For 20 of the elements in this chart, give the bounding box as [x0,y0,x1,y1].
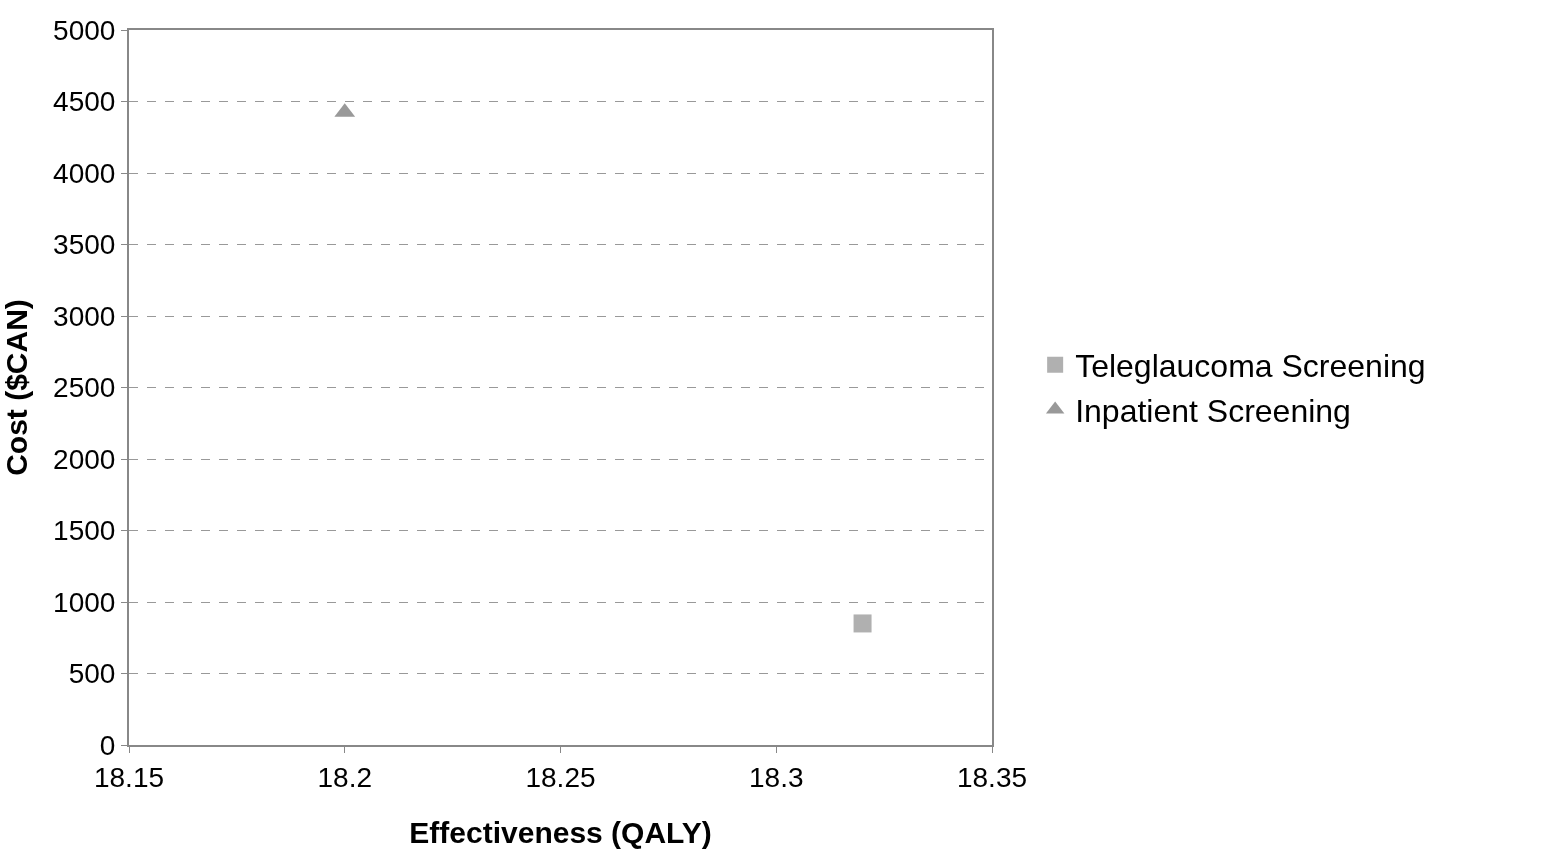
y-tick-label: 4000 [53,157,116,189]
y-tick-label: 3500 [53,229,116,261]
y-tick-label: 5000 [53,14,116,46]
x-axis-title: Effectiveness (QALY) [409,815,712,849]
y-tick-label: 0 [99,729,116,761]
y-tick-label: 3000 [53,300,116,332]
y-tick-label: 2000 [53,443,116,475]
y-tick-label: 2500 [53,372,116,404]
legend-label: Inpatient Screening [1075,392,1351,429]
x-tick-label: 18.35 [956,761,1028,793]
y-tick-label: 1000 [53,586,116,618]
x-tick-label: 18.3 [749,761,804,793]
x-tick-label: 18.15 [93,761,165,793]
y-tick-label: 1500 [53,515,116,547]
x-tick-label: 18.2 [317,761,372,793]
y-axis-title: Cost ($CAN) [0,299,33,476]
legend-label: Teleglaucoma Screening [1075,348,1426,385]
x-tick-label: 18.25 [525,761,596,793]
y-tick-label: 4500 [53,86,116,118]
y-tick-label: 500 [68,658,116,690]
